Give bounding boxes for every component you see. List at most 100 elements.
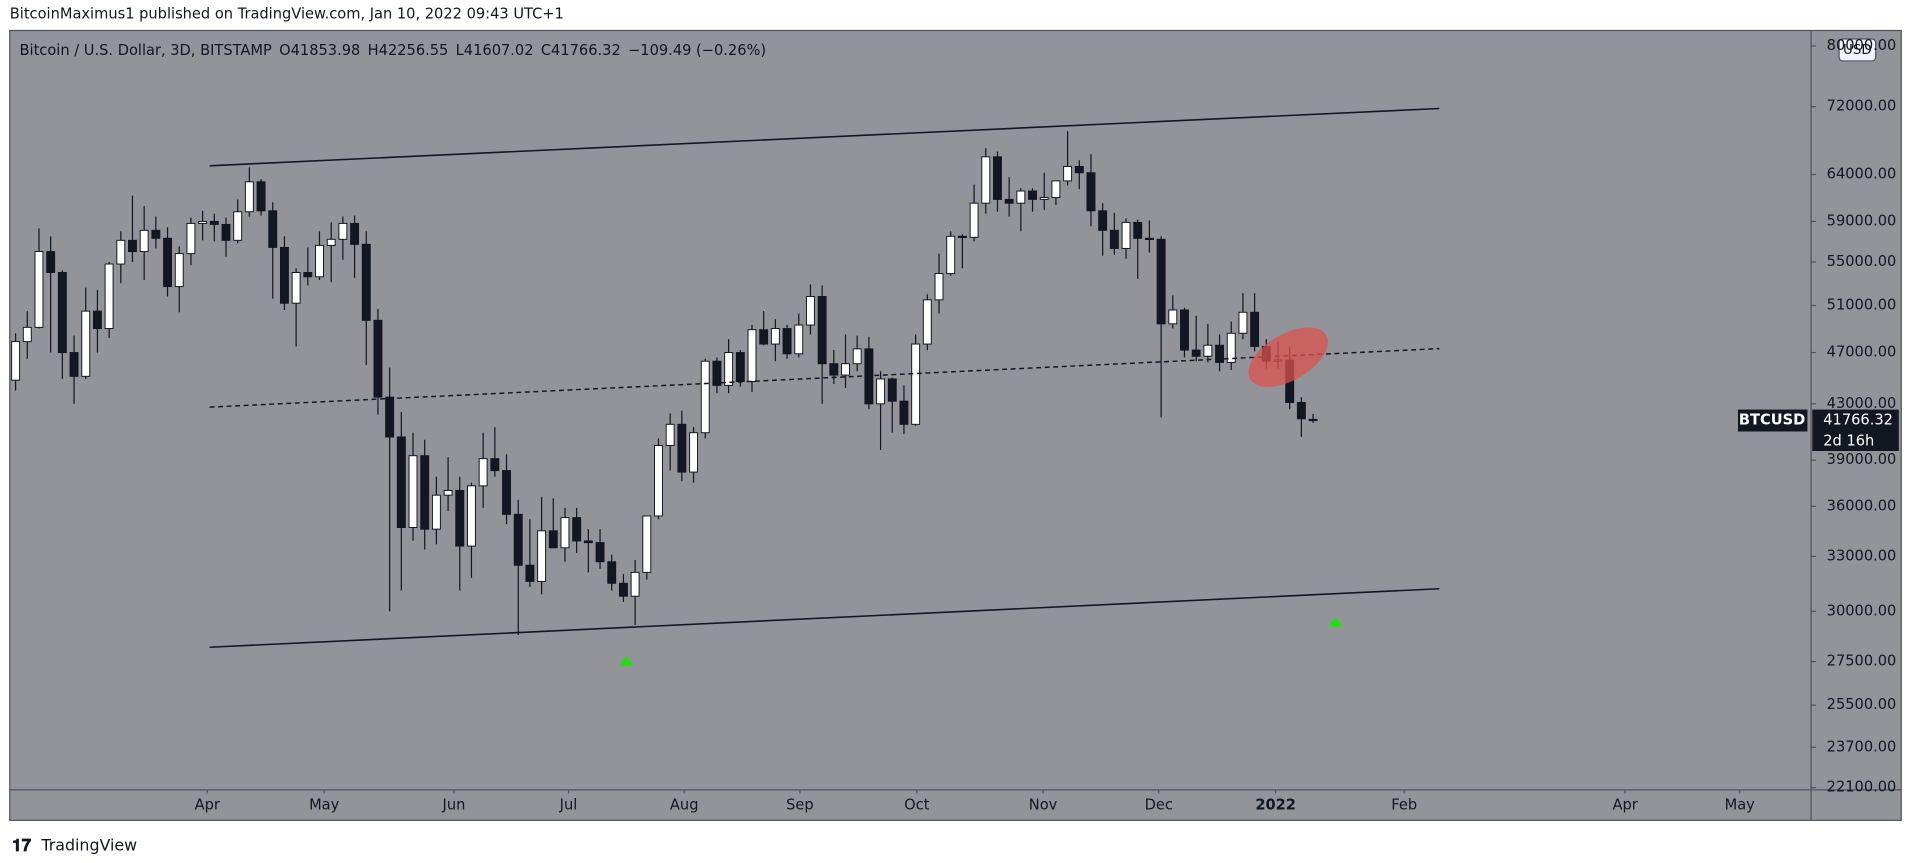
candle-body bbox=[560, 517, 570, 549]
x-tick-label: Aug bbox=[670, 797, 699, 814]
candle-body bbox=[1133, 221, 1143, 239]
candle-body bbox=[151, 229, 161, 239]
candle-body bbox=[805, 296, 815, 326]
candle-body bbox=[654, 445, 663, 517]
y-tick-label: 30000.00 bbox=[1827, 602, 1897, 619]
candle-body bbox=[1063, 166, 1073, 182]
change-value: −109.49 (−0.26%) bbox=[628, 42, 766, 59]
symbol-tag bbox=[1737, 409, 1808, 432]
candle-body bbox=[607, 561, 617, 584]
candle-body bbox=[256, 181, 266, 212]
candle-body bbox=[1039, 197, 1049, 200]
candle-body bbox=[34, 251, 44, 328]
candle-body bbox=[1296, 402, 1306, 420]
x-tick-label: Sep bbox=[786, 797, 814, 814]
close-value: 41766.32 bbox=[551, 42, 621, 59]
y-tick-label: 27500.00 bbox=[1827, 653, 1897, 670]
lower-trendline bbox=[209, 587, 1440, 649]
candle-body bbox=[163, 237, 173, 288]
candle-body bbox=[876, 378, 886, 405]
candle-body bbox=[642, 515, 652, 573]
y-tick-label: 33000.00 bbox=[1827, 547, 1897, 564]
x-tick-label: May bbox=[309, 797, 340, 814]
candle-body bbox=[1144, 237, 1154, 241]
x-tick-label: Feb bbox=[1391, 797, 1417, 814]
candle-body bbox=[385, 396, 395, 438]
y-tick-label: 55000.00 bbox=[1827, 253, 1897, 270]
candle-body bbox=[303, 272, 313, 278]
candle-body bbox=[396, 436, 406, 528]
chart-pane bbox=[9, 29, 1902, 821]
candle-body bbox=[1250, 311, 1260, 347]
ohlc-letter: H bbox=[368, 42, 379, 59]
candle-body bbox=[595, 542, 605, 563]
plot-area bbox=[11, 131, 1318, 635]
ohlc-letter: O bbox=[279, 42, 290, 59]
candle-body bbox=[735, 352, 745, 382]
candle-body bbox=[1098, 210, 1108, 231]
candle-body bbox=[677, 423, 687, 473]
candle-body bbox=[128, 239, 137, 253]
candle-body bbox=[1238, 311, 1248, 334]
candle-body bbox=[326, 238, 336, 246]
upper-trendline bbox=[209, 107, 1440, 167]
candle-body bbox=[104, 263, 114, 330]
candle-body bbox=[92, 310, 102, 330]
candle-body bbox=[221, 223, 231, 241]
candle-body bbox=[817, 296, 827, 365]
y-tick-label: 64000.00 bbox=[1827, 166, 1897, 183]
candle-body bbox=[46, 251, 56, 273]
open-value: 41853.98 bbox=[291, 42, 361, 59]
candle-body bbox=[116, 239, 126, 265]
candle-body bbox=[174, 253, 184, 288]
y-tick-label: 25500.00 bbox=[1827, 696, 1897, 713]
candle-body bbox=[350, 222, 360, 245]
currency-button[interactable] bbox=[1838, 38, 1877, 62]
candle-body bbox=[957, 235, 967, 239]
candle-body bbox=[431, 494, 441, 530]
candle-body bbox=[700, 360, 710, 434]
candle-body bbox=[513, 513, 523, 566]
candle-body bbox=[1308, 418, 1318, 422]
candle-body bbox=[1180, 309, 1189, 351]
x-tick-label: Nov bbox=[1029, 797, 1058, 814]
y-tick-label: 23700.00 bbox=[1827, 738, 1897, 755]
candle-body bbox=[467, 485, 476, 547]
candle-body bbox=[1086, 172, 1096, 212]
candle-body bbox=[724, 352, 734, 386]
candle-body bbox=[1109, 229, 1119, 249]
candle-body bbox=[841, 363, 850, 376]
mid-trendline bbox=[209, 347, 1440, 408]
y-tick-label: 22100.00 bbox=[1827, 779, 1897, 796]
candle-body bbox=[279, 246, 289, 304]
candle-body bbox=[338, 222, 348, 240]
candle-body bbox=[408, 455, 418, 528]
candle-body bbox=[747, 329, 757, 382]
x-tick-label: May bbox=[1725, 797, 1756, 814]
up-arrow bbox=[619, 655, 634, 666]
candle-body bbox=[1203, 344, 1213, 357]
ohlc-letter: C bbox=[541, 42, 551, 59]
candle-body bbox=[572, 517, 582, 542]
candle-body bbox=[852, 348, 862, 365]
candle-body bbox=[69, 352, 79, 377]
candle-body bbox=[1121, 221, 1131, 249]
highlight-ellipse bbox=[1248, 327, 1328, 387]
candle-body bbox=[665, 423, 675, 447]
candle-body bbox=[186, 222, 196, 255]
candle-body bbox=[770, 328, 780, 345]
y-tick-label: 80000.00 bbox=[1827, 37, 1897, 54]
y-tick-label: 36000.00 bbox=[1827, 497, 1897, 514]
bar-countdown: 2d 16h bbox=[1823, 432, 1874, 449]
candle-body bbox=[1168, 309, 1178, 325]
candle-body bbox=[198, 220, 208, 224]
candle-body bbox=[689, 432, 699, 473]
y-tick-label: 51000.00 bbox=[1827, 296, 1897, 313]
last-price-tag bbox=[1812, 409, 1899, 452]
candle-body bbox=[829, 363, 839, 376]
candle-body bbox=[993, 156, 1002, 200]
candle-body bbox=[233, 211, 243, 241]
candle-body bbox=[583, 540, 593, 544]
currency-label: USD bbox=[1843, 43, 1872, 58]
candle-body bbox=[81, 310, 91, 377]
